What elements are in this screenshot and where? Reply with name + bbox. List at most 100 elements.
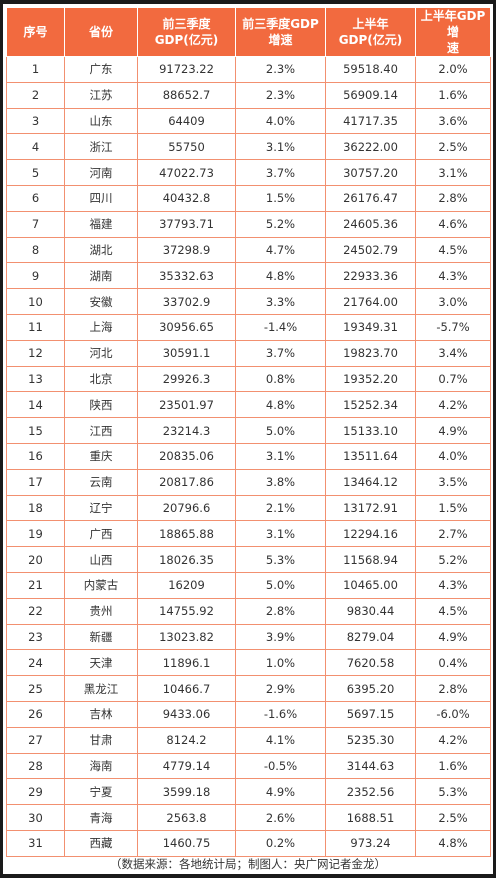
cell-q3-growth: 2.8% [235,597,326,625]
cell-province: 山西 [64,546,138,573]
cell-h1-gdp: 2352.56 [325,778,416,806]
table-row: 8 湖北 37298.9 4.7% 24502.79 4.5% [6,236,491,264]
cell-q3-growth: 0.2% [235,829,326,857]
cell-q3-gdp: 30956.65 [137,313,236,341]
cell-index: 18 [6,494,65,522]
cell-h1-growth: 2.0% [415,56,491,83]
table-row: 13 北京 29926.3 0.8% 19352.20 0.7% [6,365,491,393]
cell-q3-gdp: 9433.06 [137,700,236,728]
cell-province: 广西 [64,520,138,548]
cell-h1-growth: -5.7% [415,313,491,341]
table-row: 16 重庆 20835.06 3.1% 13511.64 4.0% [6,442,491,470]
cell-province: 贵州 [64,597,138,625]
cell-index: 15 [6,417,65,444]
cell-index: 11 [6,313,65,341]
cell-q3-growth: 2.6% [235,804,326,831]
header-h1-gdp: 上半年 GDP(亿元) [325,7,416,57]
cell-h1-gdp: 5697.15 [325,700,416,728]
table-row: 29 宁夏 3599.18 4.9% 2352.56 5.3% [6,778,491,806]
cell-index: 19 [6,520,65,548]
cell-index: 23 [6,623,65,651]
cell-q3-growth: 3.1% [235,520,326,548]
cell-q3-growth: 2.1% [235,494,326,522]
cell-index: 10 [6,288,65,315]
table-row: 6 四川 40432.8 1.5% 26176.47 2.8% [6,184,491,212]
cell-q3-gdp: 4779.14 [137,752,236,780]
cell-province: 湖南 [64,262,138,290]
table-row: 17 云南 20817.86 3.8% 13464.12 3.5% [6,468,491,496]
cell-h1-growth: 4.2% [415,726,491,754]
cell-index: 31 [6,829,65,857]
cell-h1-gdp: 1688.51 [325,804,416,831]
cell-index: 12 [6,339,65,367]
cell-index: 21 [6,571,65,599]
table-body: 1 广东 91723.22 2.3% 59518.40 2.0% 2 江苏 88652.7 2.3… [6,56,491,857]
cell-h1-growth: 4.5% [415,597,491,625]
cell-h1-gdp: 30757.20 [325,159,416,186]
cell-h1-growth: 4.5% [415,236,491,264]
cell-q3-growth: 2.3% [235,56,326,83]
cell-h1-growth: 3.0% [415,288,491,315]
cell-q3-growth: 3.7% [235,159,326,186]
table-row: 27 甘肃 8124.2 4.1% 5235.30 4.2% [6,726,491,754]
cell-q3-growth: 4.8% [235,391,326,419]
cell-q3-gdp: 37793.71 [137,210,236,238]
cell-q3-growth: 4.7% [235,236,326,264]
table-row: 12 河北 30591.1 3.7% 19823.70 3.4% [6,339,491,367]
cell-h1-gdp: 12294.16 [325,520,416,548]
cell-province: 黑龙江 [64,675,138,702]
cell-h1-growth: 5.3% [415,778,491,806]
cell-index: 25 [6,675,65,702]
table-row: 15 江西 23214.3 5.0% 15133.10 4.9% [6,417,491,444]
table-row: 22 贵州 14755.92 2.8% 9830.44 4.5% [6,597,491,625]
cell-h1-gdp: 11568.94 [325,546,416,573]
cell-h1-growth: 3.6% [415,107,491,135]
cell-q3-growth: 3.8% [235,468,326,496]
cell-h1-gdp: 13172.91 [325,494,416,522]
table-row: 5 河南 47022.73 3.7% 30757.20 3.1% [6,159,491,186]
cell-q3-gdp: 23214.3 [137,417,236,444]
cell-h1-gdp: 59518.40 [325,56,416,83]
cell-h1-gdp: 973.24 [325,829,416,857]
cell-q3-growth: 5.2% [235,210,326,238]
cell-h1-growth: 0.4% [415,649,491,677]
cell-h1-gdp: 24502.79 [325,236,416,264]
cell-province: 新疆 [64,623,138,651]
cell-q3-growth: 1.5% [235,184,326,212]
cell-h1-growth: 5.2% [415,546,491,573]
cell-province: 山东 [64,107,138,135]
table-row: 25 黑龙江 10466.7 2.9% 6395.20 2.8% [6,675,491,702]
header-h1-growth: 上半年GDP增速 [415,7,491,57]
header-index: 序号 [6,7,65,57]
cell-index: 6 [6,184,65,212]
cell-index: 26 [6,700,65,728]
cell-province: 福建 [64,210,138,238]
header-q3-growth: 前三季度GDP 增速 [235,7,326,57]
cell-h1-gdp: 19823.70 [325,339,416,367]
cell-q3-growth: -0.5% [235,752,326,780]
cell-h1-gdp: 7620.58 [325,649,416,677]
cell-q3-gdp: 35332.63 [137,262,236,290]
cell-q3-gdp: 20835.06 [137,442,236,470]
cell-h1-growth: 2.5% [415,804,491,831]
cell-h1-growth: 2.8% [415,675,491,702]
cell-province: 宁夏 [64,778,138,806]
cell-q3-growth: -1.6% [235,700,326,728]
cell-q3-growth: 3.9% [235,623,326,651]
cell-q3-growth: 2.9% [235,675,326,702]
cell-h1-growth: 4.3% [415,571,491,599]
cell-h1-gdp: 15252.34 [325,391,416,419]
cell-province: 陕西 [64,391,138,419]
table-row: 18 辽宁 20796.6 2.1% 13172.91 1.5% [6,494,491,522]
table-row: 31 西藏 1460.75 0.2% 973.24 4.8% [6,829,491,857]
cell-province: 河北 [64,339,138,367]
cell-h1-gdp: 13511.64 [325,442,416,470]
cell-h1-gdp: 9830.44 [325,597,416,625]
cell-q3-gdp: 55750 [137,133,236,161]
cell-q3-growth: 4.9% [235,778,326,806]
cell-q3-growth: 4.0% [235,107,326,135]
cell-h1-gdp: 22933.36 [325,262,416,290]
cell-index: 29 [6,778,65,806]
table-row: 2 江苏 88652.7 2.3% 56909.14 1.6% [6,81,491,109]
cell-index: 4 [6,133,65,161]
